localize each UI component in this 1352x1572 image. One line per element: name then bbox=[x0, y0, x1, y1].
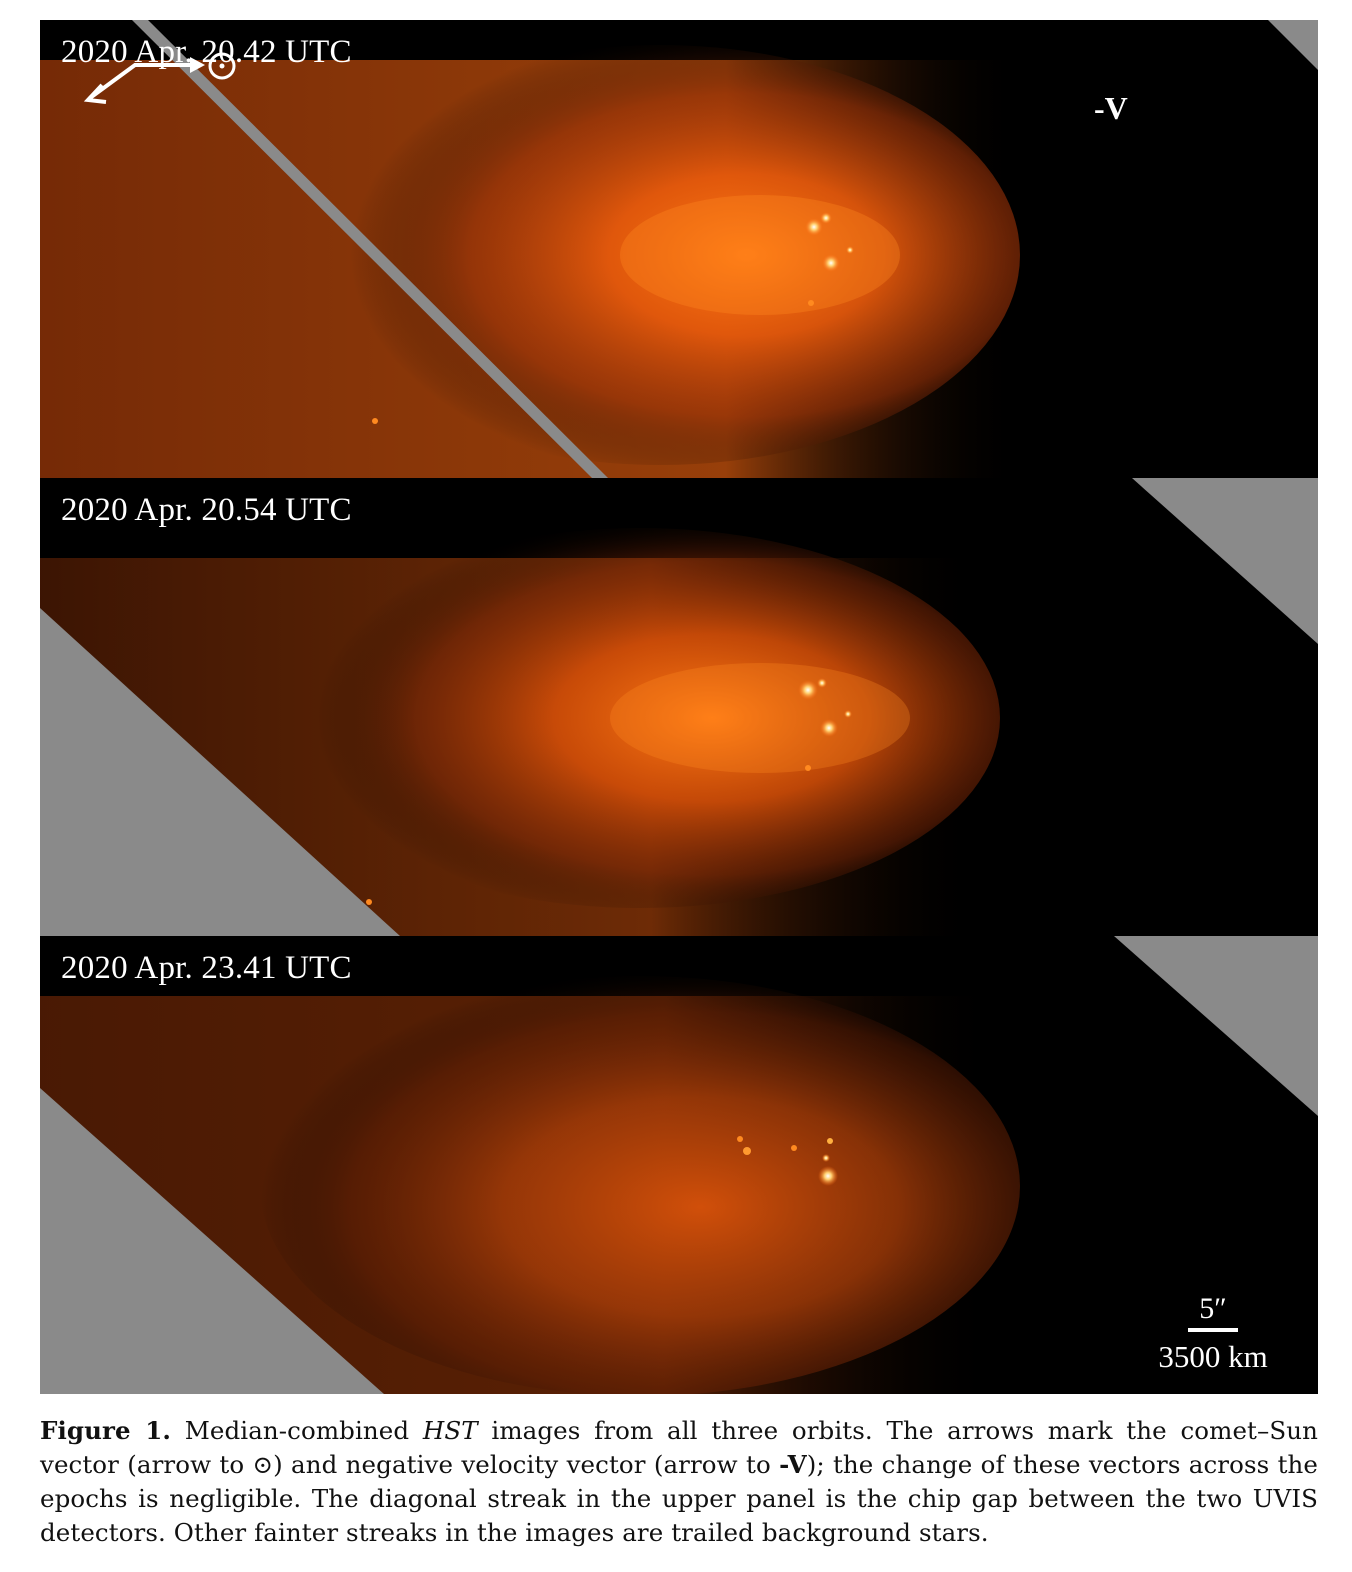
scale-angular: 5″ bbox=[1199, 1292, 1227, 1325]
fragment-nucleus bbox=[737, 1136, 743, 1142]
background-star bbox=[366, 899, 372, 905]
comet-image-3 bbox=[40, 936, 1318, 1394]
fragment-nucleus bbox=[805, 218, 823, 236]
fragment-nucleus bbox=[822, 254, 840, 272]
panel-epoch-2: 2020 Apr. 20.54 UTC bbox=[40, 478, 1318, 936]
panel-epoch-1: 2020 Apr. 20.42 UTC -V bbox=[40, 20, 1318, 478]
caption-velocity: -V bbox=[779, 1450, 807, 1479]
epoch-label: 2020 Apr. 20.42 UTC bbox=[61, 34, 352, 70]
figure: 2020 Apr. 20.42 UTC -V bbox=[40, 20, 1318, 1394]
epoch-label: 2020 Apr. 20.54 UTC bbox=[61, 492, 352, 528]
sun-arrow-icon bbox=[190, 57, 205, 73]
orientation-arrows bbox=[83, 52, 236, 104]
detector-edge bbox=[1268, 20, 1318, 70]
panel-epoch-3: 2020 Apr. 23.41 UTC 5″ 3500 km bbox=[40, 936, 1318, 1394]
detector-edge bbox=[1132, 478, 1318, 644]
sun-icon bbox=[208, 52, 236, 80]
caption-label: Figure 1. bbox=[40, 1416, 171, 1445]
fragment-nucleus bbox=[818, 1166, 838, 1186]
fragment-nucleus bbox=[817, 678, 827, 688]
scale-bar-line bbox=[1188, 1328, 1238, 1332]
background-star bbox=[372, 418, 378, 424]
fragment-nucleus bbox=[791, 1145, 797, 1151]
caption-text: ); the change of these vectors across th… bbox=[40, 1450, 1318, 1547]
chip-gap bbox=[132, 20, 608, 478]
comet-image-2 bbox=[40, 478, 1318, 936]
velocity-label: -V bbox=[1094, 90, 1128, 126]
fragment-nucleus bbox=[846, 246, 854, 254]
comet-image-1 bbox=[40, 20, 1318, 478]
fragment-nucleus bbox=[822, 1154, 830, 1162]
fragment-nucleus bbox=[820, 719, 838, 737]
detector-edge bbox=[1114, 936, 1318, 1116]
fragment-nucleus bbox=[798, 680, 818, 700]
caption-text: images from all three orbits. The arrows… bbox=[40, 1416, 1318, 1479]
velocity-arrow-icon bbox=[83, 83, 107, 104]
figure-caption: Figure 1. Median-combined HST images fro… bbox=[40, 1414, 1318, 1550]
epoch-label: 2020 Apr. 23.41 UTC bbox=[61, 950, 352, 986]
caption-text: Median-combined bbox=[170, 1416, 423, 1445]
fragment-nucleus bbox=[743, 1147, 751, 1155]
caption-hst: HST bbox=[422, 1416, 478, 1445]
detector-edge bbox=[40, 1088, 384, 1394]
fragment-nucleus bbox=[844, 710, 852, 718]
fragment-nucleus bbox=[820, 212, 832, 224]
detector-edge bbox=[40, 608, 400, 936]
fragment-nucleus bbox=[827, 1138, 833, 1144]
fragment-nucleus bbox=[808, 300, 814, 306]
scale-bar: 5″ 3500 km bbox=[1148, 1292, 1278, 1374]
scale-physical: 3500 km bbox=[1158, 1339, 1268, 1374]
fragment-nucleus bbox=[805, 765, 811, 771]
